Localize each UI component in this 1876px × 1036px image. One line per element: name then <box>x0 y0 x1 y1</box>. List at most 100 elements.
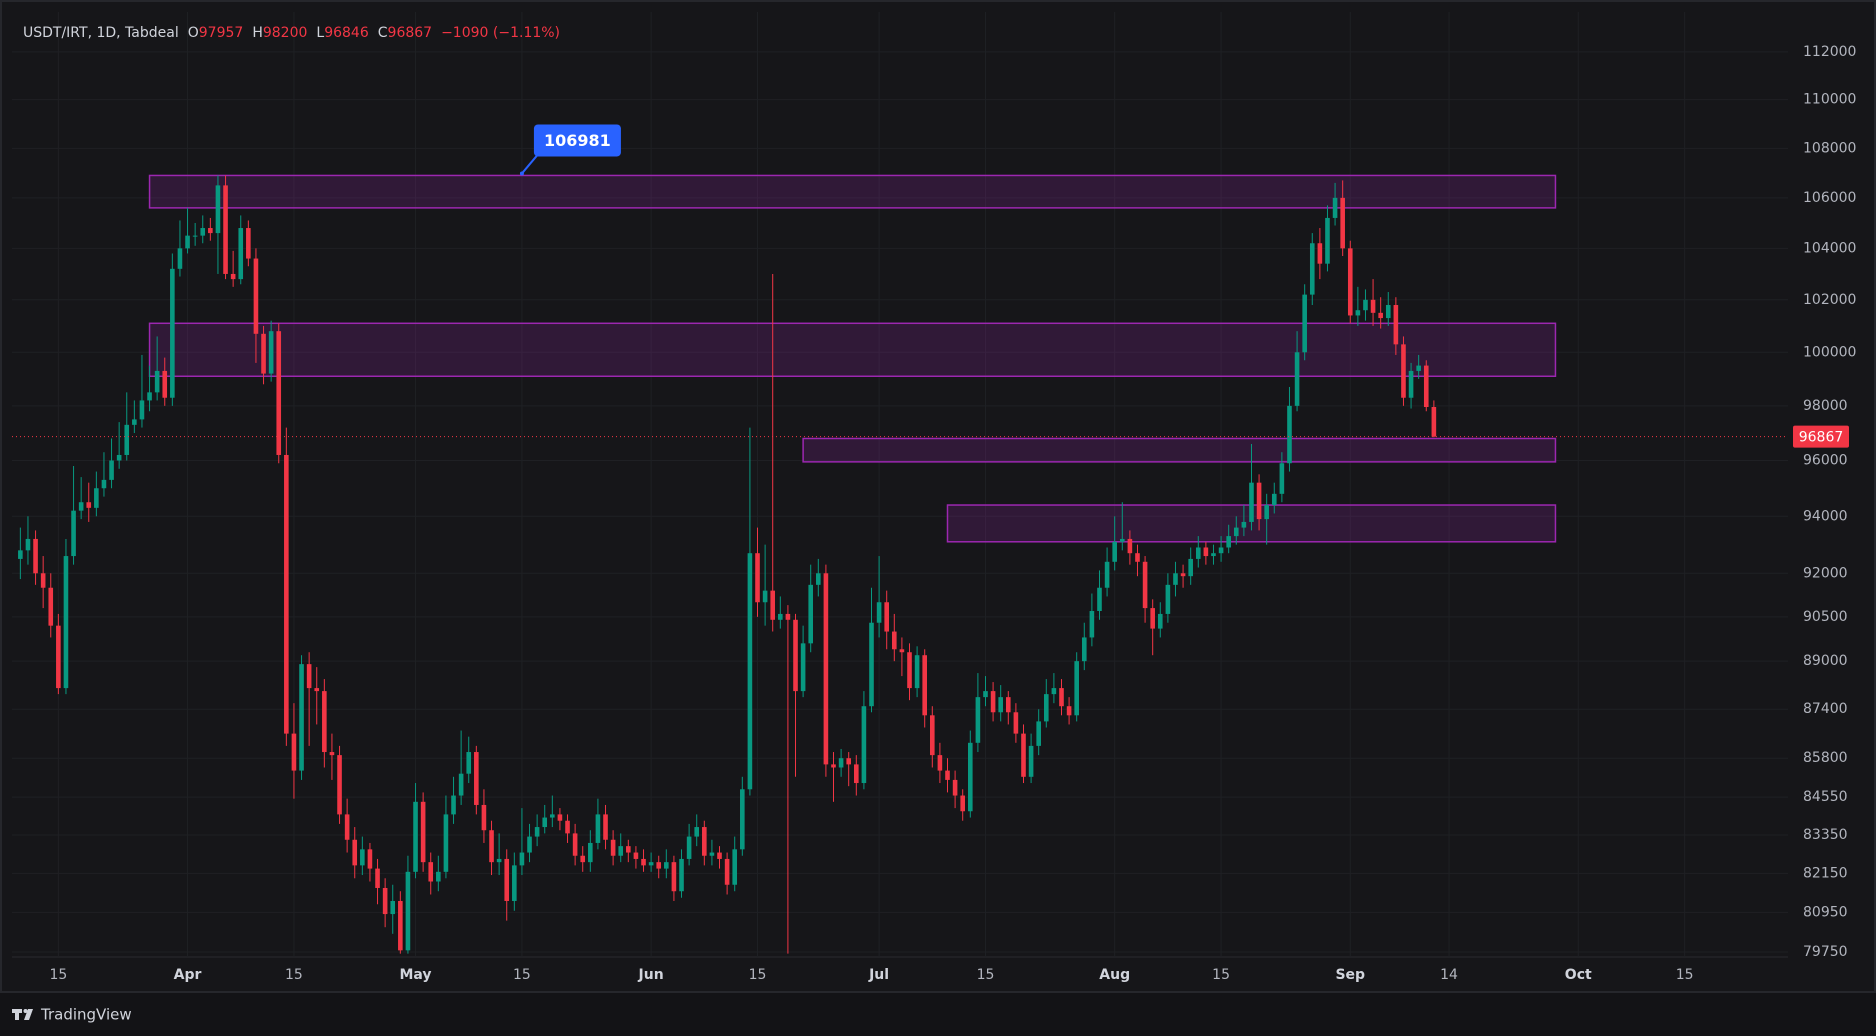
candle-body <box>967 742 973 812</box>
candle-body <box>899 649 905 653</box>
x-tick-label: 15 <box>513 967 531 983</box>
ohlc-label: H <box>252 25 263 41</box>
candle-body <box>914 655 920 689</box>
candle-body <box>154 370 160 393</box>
candle-body <box>299 664 304 771</box>
candle-body <box>724 858 730 885</box>
candle-body <box>519 852 525 866</box>
candle-body <box>1370 299 1376 313</box>
candle-body <box>793 619 798 692</box>
candle-body <box>929 715 935 756</box>
candle-body <box>922 655 927 716</box>
candle-body <box>542 817 548 828</box>
candle-body <box>800 643 806 692</box>
candle-body <box>1264 505 1269 520</box>
price-note-anchor <box>519 171 524 176</box>
x-tick-label: 15 <box>285 967 303 983</box>
candles <box>18 175 1437 954</box>
candle-body <box>436 871 441 882</box>
candle-body <box>884 602 890 632</box>
grid <box>12 12 1788 957</box>
x-tick-label: May <box>399 967 431 983</box>
y-tick-label: 102000 <box>1803 292 1856 308</box>
candle-body <box>648 862 654 866</box>
candle-body <box>740 789 745 850</box>
candle-body <box>1066 706 1072 716</box>
candle-body <box>1013 712 1019 734</box>
x-tick-label: 14 <box>1440 967 1458 983</box>
candle-body <box>937 755 943 771</box>
candle-body <box>25 538 31 551</box>
legend-header: USDT/IRT, 1D, Tabdeal O97957 H98200 L96846 C… <box>23 25 560 41</box>
candle-body <box>550 814 555 818</box>
y-tick-label: 108000 <box>1803 140 1856 156</box>
candle-body <box>177 248 183 269</box>
candle-body <box>1347 248 1353 316</box>
candle-body <box>18 550 23 559</box>
candle-body <box>124 424 130 455</box>
candle-body <box>823 573 829 765</box>
y-tick-label: 87400 <box>1803 701 1848 717</box>
ohlc-label: O <box>188 25 199 41</box>
candle-body <box>337 755 342 815</box>
x-tick-label: Oct <box>1565 967 1592 983</box>
candle-body <box>907 652 912 689</box>
candle-body <box>747 553 753 790</box>
candle-body <box>983 691 988 698</box>
candle-body <box>580 855 586 863</box>
candle-body <box>709 852 715 856</box>
candle-body <box>360 849 365 866</box>
candle-body <box>854 764 859 784</box>
candle-body <box>808 584 814 644</box>
overlay: 96867 106981 <box>12 124 1849 448</box>
y-tick-label: 96000 <box>1803 452 1848 468</box>
candle-body <box>618 846 624 856</box>
ohlc-label: L <box>316 25 324 41</box>
candle-body <box>314 688 320 692</box>
candle-body <box>192 235 198 237</box>
candle-body <box>846 758 852 765</box>
candle-body <box>1119 538 1125 542</box>
candle-body <box>527 836 532 853</box>
candle-body <box>876 602 882 623</box>
candle-body <box>1188 558 1193 577</box>
candle-body <box>230 273 236 280</box>
candle-body <box>1256 482 1262 520</box>
price-note-pointer <box>521 153 539 175</box>
candle-body <box>56 625 61 689</box>
last-price-label: 96867 <box>1799 430 1844 446</box>
candle-body <box>1157 613 1163 629</box>
candle-body <box>382 887 388 915</box>
y-tick-label: 90500 <box>1803 609 1848 625</box>
candle-body <box>1355 310 1361 316</box>
candle-body <box>755 553 760 603</box>
candle-body <box>1249 482 1254 522</box>
candle-body <box>246 228 251 259</box>
candle-body <box>998 697 1003 713</box>
candle-body <box>1089 611 1095 638</box>
axes: 79750 80950 82150 83350 84550 85800 87400 89000… <box>49 44 1856 983</box>
candle-body <box>466 752 472 774</box>
candle-body <box>1051 688 1057 695</box>
candle-body <box>504 858 510 901</box>
candle-body <box>1332 197 1338 218</box>
candle-body <box>816 573 821 585</box>
candle-body <box>1401 344 1406 398</box>
candle-body <box>1150 608 1155 629</box>
ohlc-value: 96846 <box>324 25 369 41</box>
candle-body <box>1211 553 1216 557</box>
candle-body <box>1279 463 1285 494</box>
zone <box>148 322 1557 378</box>
x-tick-label: 15 <box>1676 967 1694 983</box>
candle-body <box>1180 573 1186 577</box>
x-tick-label: 15 <box>49 967 67 983</box>
candle-body <box>1287 405 1292 464</box>
candle-body <box>1059 688 1064 707</box>
candle-body <box>892 631 897 650</box>
candle-body <box>1218 547 1224 554</box>
candle-body <box>261 333 266 374</box>
candle-body <box>276 331 282 455</box>
y-tick-label: 94000 <box>1803 508 1848 524</box>
y-tick-label: 110000 <box>1803 92 1856 108</box>
